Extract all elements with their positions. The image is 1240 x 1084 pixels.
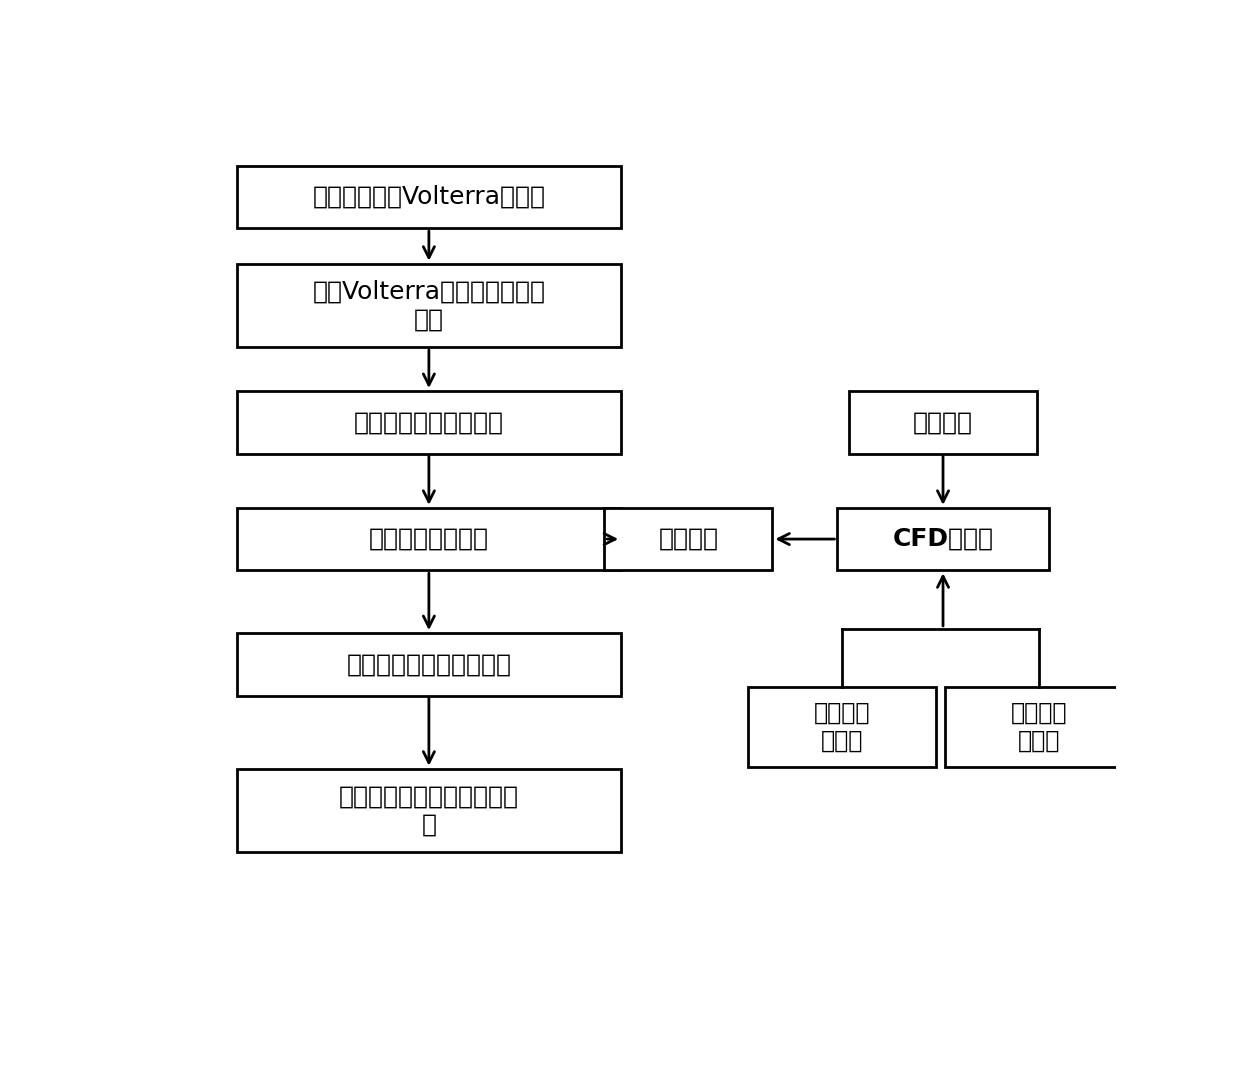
- Text: 降阶模型线性部分: 降阶模型线性部分: [368, 527, 489, 551]
- Text: 训练数据: 训练数据: [658, 527, 718, 551]
- Bar: [237, 633, 621, 696]
- Bar: [945, 687, 1133, 766]
- Bar: [849, 391, 1037, 453]
- Bar: [237, 263, 621, 347]
- Bar: [749, 687, 936, 766]
- Text: 辨识降阶模型非线性部分: 辨识降阶模型非线性部分: [346, 653, 511, 676]
- Bar: [237, 391, 621, 453]
- Text: 阶跃激励: 阶跃激励: [913, 410, 973, 435]
- Bar: [237, 769, 621, 852]
- Bar: [237, 507, 621, 570]
- Text: 基于振动
频率法: 基于振动 频率法: [813, 701, 870, 752]
- Text: 非线性非定常气动力降阶模
型: 非线性非定常气动力降阶模 型: [339, 785, 518, 836]
- Text: 辨识近似一阶Volterra核函数: 辨识近似一阶Volterra核函数: [312, 185, 546, 209]
- Bar: [604, 507, 773, 570]
- Bar: [837, 507, 1049, 570]
- Text: CFD求解器: CFD求解器: [893, 527, 993, 551]
- Text: 系统最小特征实现算法: 系统最小特征实现算法: [353, 410, 503, 435]
- Bar: [237, 166, 621, 228]
- Text: 基于Volterra级数的线性降阶
模型: 基于Volterra级数的线性降阶 模型: [312, 280, 546, 332]
- Text: 基于来流
动压法: 基于来流 动压法: [1011, 701, 1068, 752]
